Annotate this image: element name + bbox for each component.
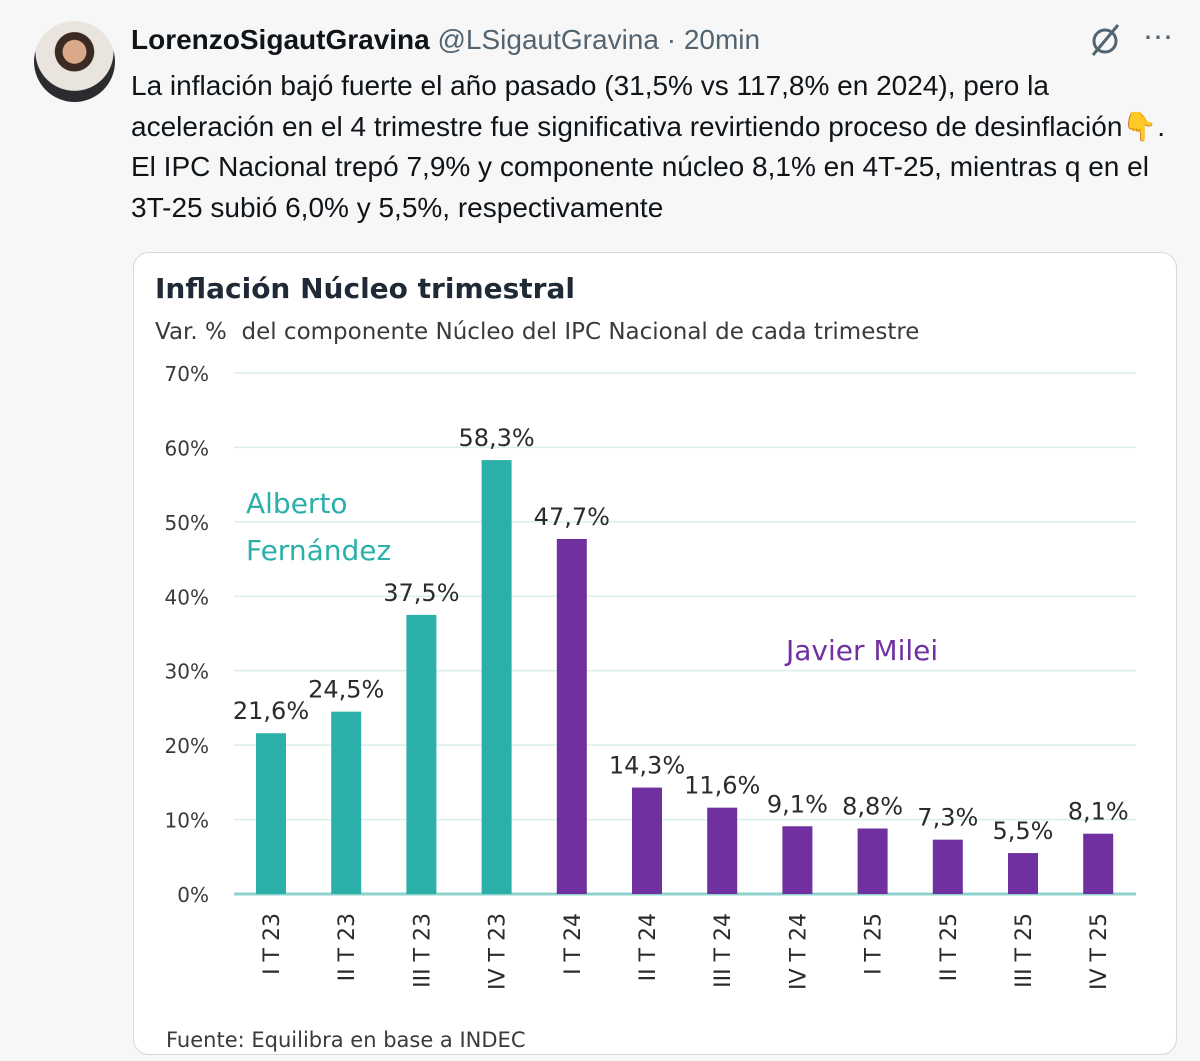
bar (857, 828, 888, 894)
bar (1008, 853, 1038, 894)
chart-title: Inflación Núcleo trimestral (155, 272, 575, 305)
chart-subtitle: Var. % del componente Núcleo del IPC Nac… (155, 319, 919, 345)
x-tick-label: I T 24 (561, 913, 586, 975)
avatar[interactable] (34, 21, 115, 102)
bar (632, 787, 662, 894)
separator: · (666, 24, 677, 55)
chart: Inflación Núcleo trimestral Var. % del c… (155, 272, 1136, 1052)
annotation-milei: Javier Milei (784, 634, 938, 667)
x-tick-label: IV T 25 (1087, 913, 1112, 990)
data-label: 24,5% (308, 676, 384, 704)
data-label: 5,5% (993, 817, 1054, 845)
chart-image-card[interactable]: Inflación Núcleo trimestral Var. % del c… (133, 252, 1177, 1055)
x-tick-label: II T 23 (335, 913, 360, 981)
y-tick-label: 40% (165, 585, 209, 609)
data-label: 21,6% (233, 697, 309, 725)
bar (481, 460, 512, 894)
bar (932, 839, 963, 894)
y-tick-label: 10% (165, 809, 209, 833)
bar (782, 826, 813, 894)
display-name[interactable]: LorenzoSigautGravina (131, 24, 430, 55)
annotation-alberto: Alberto (246, 487, 348, 520)
bar (707, 807, 738, 894)
x-tick-label: IV T 23 (486, 913, 511, 990)
x-tick-label: III T 24 (711, 913, 736, 988)
data-label: 58,3% (458, 424, 534, 452)
bar (331, 711, 362, 894)
timestamp[interactable]: 20min (683, 24, 761, 55)
x-tick-label: III T 25 (1012, 913, 1037, 988)
y-tick-label: 70% (165, 362, 209, 386)
x-tick-label: IV T 24 (786, 913, 811, 990)
x-tick-label: III T 23 (410, 913, 435, 988)
grok-icon[interactable] (1088, 22, 1122, 66)
bar (406, 614, 437, 894)
data-label: 11,6% (684, 772, 760, 800)
data-label: 14,3% (609, 752, 685, 780)
more-icon[interactable]: ⋯ (1143, 21, 1173, 54)
data-label: 37,5% (383, 579, 459, 607)
data-label: 47,7% (534, 503, 610, 531)
tweet-text: La inflación bajó fuerte el año pasado (… (131, 70, 1166, 223)
y-tick-label: 50% (165, 511, 209, 535)
x-tick-label: II T 24 (636, 913, 661, 981)
x-tick-label: I T 25 (862, 913, 887, 975)
data-label: 9,1% (767, 790, 828, 818)
x-tick-label: II T 25 (937, 913, 962, 981)
y-tick-label: 0% (177, 883, 209, 907)
data-label: 8,8% (842, 793, 903, 821)
data-label: 8,1% (1068, 798, 1129, 826)
y-tick-label: 30% (165, 660, 209, 684)
annotation-fernandez: Fernández (246, 534, 391, 567)
bar (256, 733, 286, 894)
tweet-header: LorenzoSigautGravina @LSigautGravina · 2… (131, 24, 760, 56)
data-label: 7,3% (917, 804, 978, 832)
chart-source: Fuente: Equilibra en base a INDEC (166, 1028, 525, 1052)
x-tick-label: I T 23 (260, 913, 285, 975)
bar (556, 538, 587, 894)
bar (1083, 833, 1114, 894)
handle[interactable]: @LSigautGravina (437, 24, 659, 55)
y-tick-label: 20% (165, 734, 209, 758)
y-tick-label: 60% (165, 436, 209, 460)
